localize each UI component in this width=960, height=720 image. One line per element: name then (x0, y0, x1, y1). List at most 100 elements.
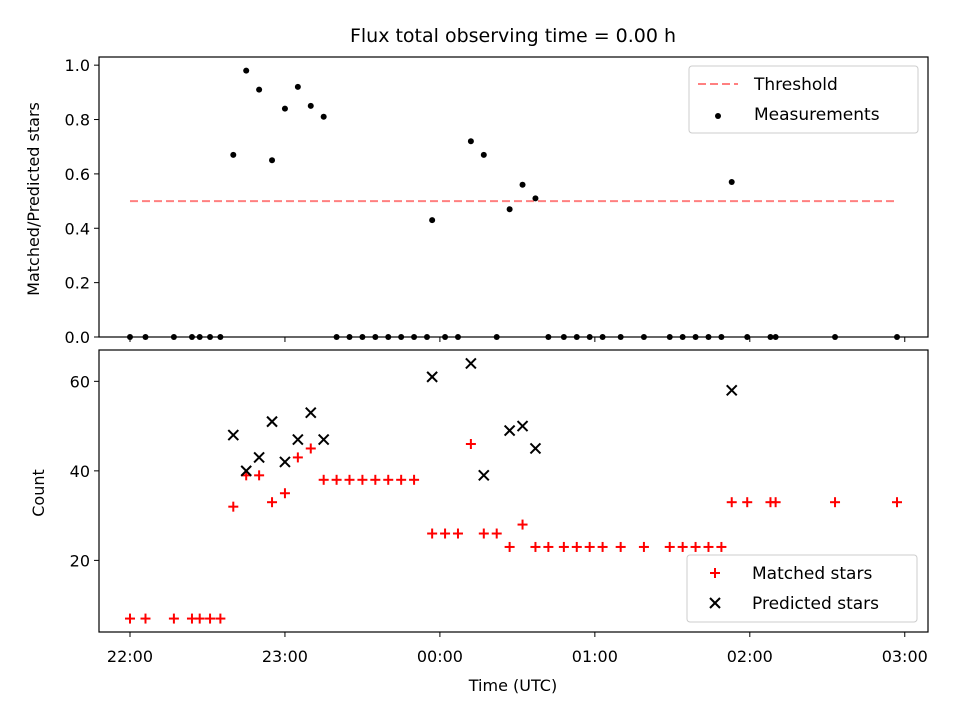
matched-star-point (305, 443, 316, 454)
matched-star-point (530, 541, 541, 552)
measurement-point (307, 102, 314, 109)
matched-star-point (396, 474, 407, 485)
y-tick-label: 0.2 (65, 274, 90, 293)
legend-matched-label: Matched stars (752, 564, 872, 584)
matched-star-point (228, 501, 239, 512)
matched-star-point (427, 528, 438, 539)
matched-star-point (703, 541, 714, 552)
matched-star-point (770, 497, 781, 508)
measurement-point (467, 138, 474, 145)
predicted-star-point (305, 406, 317, 419)
matched-star-point (716, 541, 727, 552)
x-tick-label: 00:00 (417, 647, 463, 666)
matched-star-point (194, 613, 205, 624)
chart-title: Flux total observing time = 0.00 h (350, 25, 676, 47)
matched-star-point (168, 613, 179, 624)
matched-star-point (690, 541, 701, 552)
matched-star-point (742, 497, 753, 508)
measurement-point (243, 67, 250, 74)
matched-star-point (571, 541, 582, 552)
matched-star-point (584, 541, 595, 552)
bottom-y-axis-title: Count (29, 469, 48, 517)
matched-star-point (830, 497, 841, 508)
measurement-point (532, 195, 539, 202)
predicted-star-point (227, 429, 239, 441)
matched-star-point (517, 519, 528, 530)
legend-box (686, 554, 918, 623)
legend-measurement-label: Measurements (754, 105, 880, 125)
matched-star-point (292, 452, 303, 463)
predicted-star-point (516, 420, 529, 432)
matched-star-point (664, 541, 675, 552)
predicted-star-point (240, 465, 252, 477)
y-tick-label: 60 (70, 372, 90, 391)
legend: Matched stars Predicted stars (686, 554, 918, 623)
predicted-star-point (279, 456, 291, 468)
matched-star-point (615, 541, 626, 552)
legend-box (688, 65, 919, 134)
legend-predicted-label: Predicted stars (752, 594, 879, 614)
matched-star-point (205, 613, 216, 624)
y-tick-label: 0.8 (65, 111, 90, 130)
matched-star-point (504, 541, 515, 552)
predicted-star-point (426, 371, 438, 383)
matched-star-point (440, 528, 451, 539)
matched-star-point (543, 541, 554, 552)
predicted-star-point (465, 357, 477, 370)
legend-threshold-label: Threshold (753, 75, 838, 95)
measurement-point (320, 113, 327, 120)
count-panel: 20 40 60 22:00 23:00 00:00 01:00 02:00 03:00 Matc… (70, 349, 929, 666)
measurement-point (480, 151, 487, 158)
matched-star-point (215, 613, 226, 624)
matched-star-point (892, 497, 903, 508)
matched-star-point (491, 528, 502, 539)
x-axis-title: Time (UTC) (468, 676, 557, 695)
measurement-point (256, 86, 263, 93)
measurement-point (429, 217, 436, 224)
predicted-star-point (317, 433, 330, 446)
matched-star-point (597, 541, 608, 552)
x-tick-label: 03:00 (882, 647, 928, 666)
plot-frame (98, 56, 929, 338)
matched-star-point (331, 474, 342, 485)
legend-predicted-swatch (709, 597, 721, 609)
y-tick-label: 0.4 (65, 219, 90, 238)
predicted-star-point (253, 451, 265, 464)
legend-matched-swatch (710, 568, 720, 578)
y-tick-label: 40 (70, 462, 90, 481)
predicted-star-point (726, 384, 738, 396)
predicted-star-point (266, 415, 278, 428)
matched-star-point (279, 488, 290, 499)
matched-star-point (370, 474, 381, 485)
matched-star-point (344, 474, 355, 485)
measurement-point (519, 181, 526, 188)
x-tick-label: 23:00 (262, 647, 308, 666)
matched-star-point (383, 474, 394, 485)
plot-frame (98, 349, 929, 633)
matched-star-point (558, 541, 569, 552)
matched-star-point (465, 439, 476, 449)
legend: Threshold Measurements (688, 65, 919, 134)
measurement-point (506, 206, 513, 213)
matched-star-point (409, 474, 420, 485)
legend-measurement-swatch (715, 113, 721, 119)
y-tick-label: 20 (70, 551, 90, 570)
matched-star-point (254, 470, 265, 481)
matched-star-point (267, 497, 278, 508)
measurement-point (230, 151, 237, 158)
predicted-star-point (292, 433, 304, 446)
matched-star-point (318, 474, 329, 485)
y-tick-label: 0.0 (65, 328, 90, 347)
predicted-star-point (529, 442, 542, 455)
matched-star-point (638, 541, 649, 552)
measurement-point (728, 179, 735, 186)
matched-star-point (140, 613, 151, 624)
top-y-axis-title: Matched/Predicted stars (24, 102, 43, 296)
predicted-star-point (478, 469, 490, 482)
matched-star-point (677, 541, 688, 552)
x-tick-label: 01:00 (572, 647, 618, 666)
x-tick-label: 02:00 (727, 647, 773, 666)
y-tick-label: 1.0 (65, 56, 90, 75)
matched-star-point (478, 528, 489, 539)
